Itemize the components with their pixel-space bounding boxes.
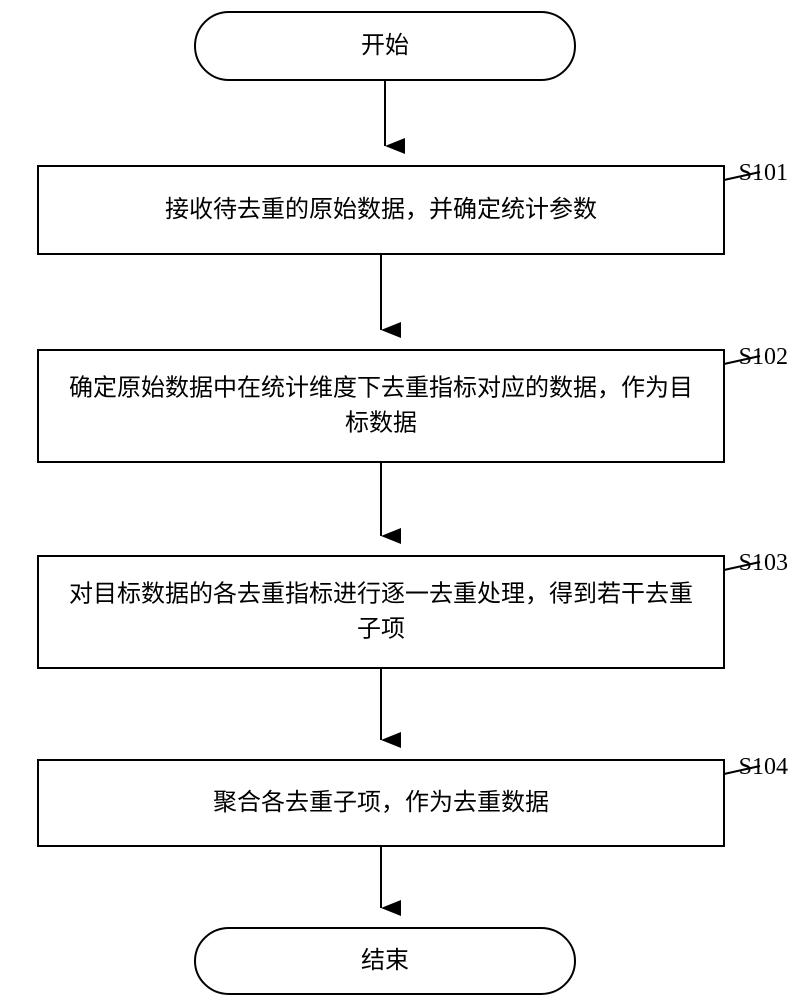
node-s103-line-0: 对目标数据的各去重指标进行逐一去重处理，得到若干去重 — [69, 581, 693, 608]
node-s101-line-0: 接收待去重的原始数据，并确定统计参数 — [165, 196, 597, 223]
label-s104: S104 — [739, 754, 788, 780]
label-s103: S103 — [739, 550, 788, 576]
label-s101: S101 — [739, 160, 788, 186]
node-end: 结束 — [195, 928, 575, 994]
node-s104-line-0: 聚合各去重子项，作为去重数据 — [213, 789, 549, 816]
node-s103-line-1: 子项 — [357, 616, 405, 642]
node-s103: 对目标数据的各去重指标进行逐一去重处理，得到若干去重子项 S103 — [38, 550, 788, 668]
label-s102: S102 — [739, 344, 788, 370]
node-s102: 确定原始数据中在统计维度下去重指标对应的数据，作为目标数据 S102 — [38, 344, 788, 462]
node-s101: 接收待去重的原始数据，并确定统计参数 S101 — [38, 160, 788, 254]
node-start-text: 开始 — [361, 32, 409, 59]
node-start: 开始 — [195, 12, 575, 80]
node-s104: 聚合各去重子项，作为去重数据 S104 — [38, 754, 788, 846]
node-s102-line-0: 确定原始数据中在统计维度下去重指标对应的数据，作为目 — [69, 375, 693, 402]
node-s102-line-1: 标数据 — [345, 409, 417, 436]
node-end-text: 结束 — [361, 947, 409, 974]
